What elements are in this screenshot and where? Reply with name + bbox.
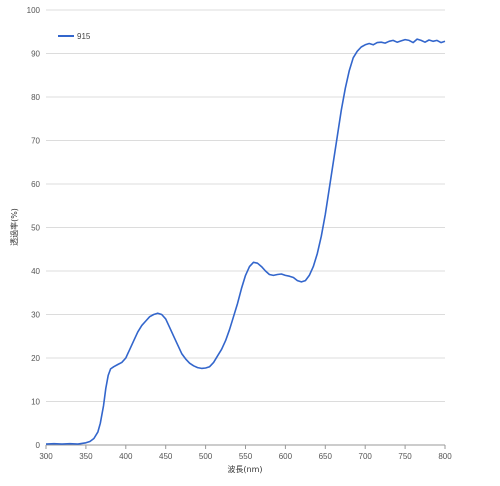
- y-tick-label: 10: [31, 398, 40, 407]
- y-tick-label: 90: [31, 50, 40, 59]
- y-tick-label: 100: [27, 6, 41, 15]
- y-tick-labels: 0 10 20 30 40 50 60 70 80 90 100: [27, 6, 41, 450]
- x-tick-label: 400: [119, 452, 133, 461]
- y-tick-label: 70: [31, 137, 40, 146]
- y-tick-label: 30: [31, 311, 40, 320]
- y-axis-title: 透過率(%): [9, 208, 19, 246]
- x-tick-label: 650: [319, 452, 333, 461]
- series-layer: [45, 38, 446, 445]
- x-axis-title: 波長(nm): [227, 464, 262, 474]
- y-tick-label: 80: [31, 93, 40, 102]
- x-tick-label: 450: [159, 452, 173, 461]
- y-tick-label: 20: [31, 354, 40, 363]
- x-tick-labels: 300 350 400 450 500 550 600 650 700 750 800: [39, 445, 452, 461]
- gridlines: [46, 9, 445, 402]
- y-tick-label: 0: [36, 441, 41, 450]
- series-line-915: [45, 38, 446, 445]
- y-tick-label: 40: [31, 267, 40, 276]
- y-tick-label: 50: [31, 224, 40, 233]
- x-tick-label: 550: [239, 452, 253, 461]
- x-tick-label: 600: [279, 452, 293, 461]
- x-tick-label: 300: [39, 452, 53, 461]
- legend-label-915: 915: [77, 32, 91, 41]
- x-tick-label: 350: [79, 452, 93, 461]
- x-tick-label: 750: [398, 452, 412, 461]
- legend: 915: [58, 32, 91, 41]
- y-tick-label: 60: [31, 180, 40, 189]
- x-tick-label: 500: [199, 452, 213, 461]
- x-tick-label: 800: [438, 452, 452, 461]
- x-tick-label: 700: [359, 452, 373, 461]
